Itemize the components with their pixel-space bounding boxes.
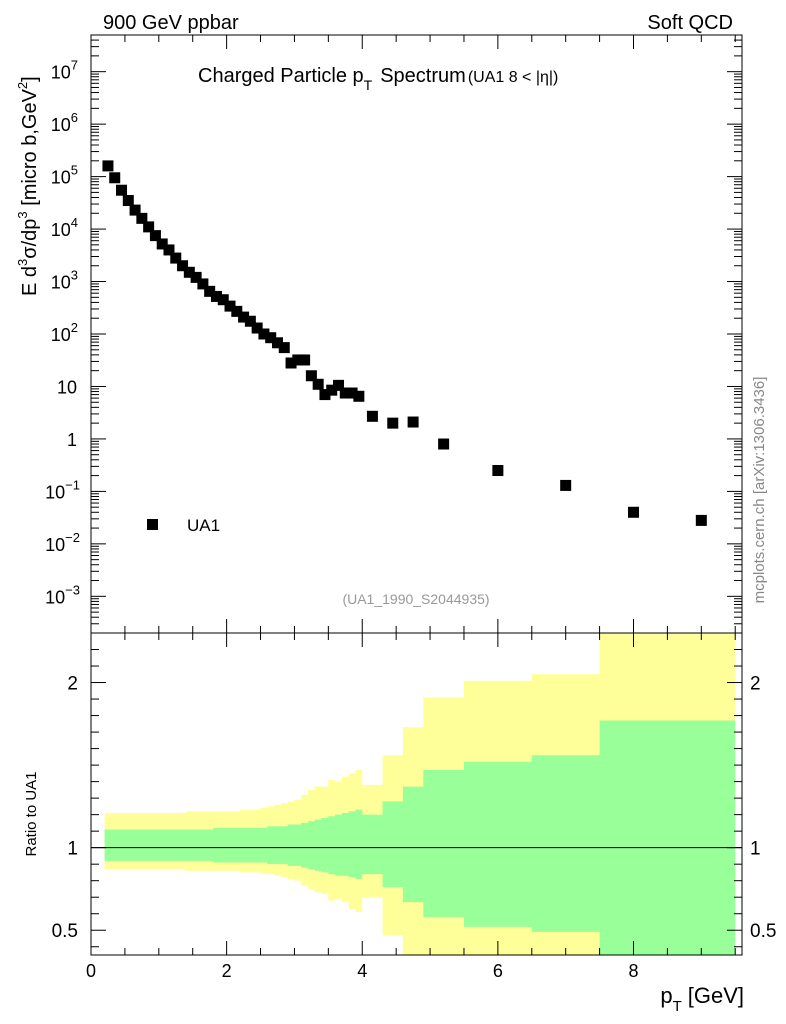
data-point (407, 416, 419, 428)
data-point (319, 389, 331, 401)
data-point (224, 300, 236, 312)
data-point (231, 305, 243, 317)
data-point (217, 294, 229, 306)
chart-title-word: Spectrum (380, 65, 466, 87)
main-y-axis: 10−3 10−2 10−1 1 10 102 103 104 105 106 107 (45, 34, 742, 634)
data-point (285, 357, 297, 369)
data-point (278, 342, 290, 354)
data-point (353, 390, 365, 402)
y-tick-label: 105 (51, 163, 78, 188)
ratio-tick-label-right: 2 (750, 674, 761, 695)
chart-title-main: Charged Particle p (198, 65, 364, 87)
data-point (177, 260, 189, 272)
side-source-label: mcplots.cern.ch [arXiv:1306.3436] (751, 377, 768, 604)
y-tick-label: 10−2 (45, 530, 80, 555)
data-point (387, 417, 399, 429)
data-point (438, 438, 450, 450)
data-point (305, 370, 317, 382)
legend-marker-ua1 (147, 519, 158, 530)
data-point (244, 315, 256, 327)
ratio-band-green (104, 720, 736, 955)
y-tick-label: 104 (51, 215, 78, 240)
chart-title-sub: T (364, 77, 373, 93)
x-tick-label: 2 (222, 961, 232, 981)
data-point (265, 332, 277, 344)
data-point (129, 204, 141, 216)
x-axis-label: pT [GeV] (660, 983, 744, 1015)
ratio-plot-frame (90, 632, 743, 956)
data-point (197, 278, 209, 290)
data-point (366, 410, 378, 422)
data-point (312, 378, 324, 390)
data-point (299, 354, 311, 366)
data-point (326, 384, 338, 396)
ratio-bands (104, 633, 736, 955)
header-left: 900 GeV ppbar (103, 12, 239, 34)
y-tick-label: 10 (57, 377, 77, 397)
data-point (204, 285, 216, 297)
x-tick-label: 0 (86, 961, 96, 981)
ua1-data-points (102, 160, 707, 526)
x-axis: 0 2 4 6 8 (86, 35, 736, 981)
main-plot-frame (90, 34, 743, 634)
data-point (122, 195, 134, 207)
ratio-tick-label-left: 1 (67, 839, 78, 860)
data-point (492, 465, 504, 477)
data-point (628, 506, 639, 518)
y-axis-label: E d3σ/dp3 [micro b,GeV2] (15, 76, 41, 296)
ratio-tick-label-left: 2 (67, 674, 78, 695)
x-tick-label: 8 (628, 961, 638, 981)
ratio-tick-label-left: 0.5 (52, 921, 78, 942)
ratio-tick-label-right: 0.5 (750, 921, 776, 942)
data-point (346, 387, 358, 399)
y-tick-label: 10−3 (45, 582, 80, 607)
chart-title: Charged Particle pT Spectrum (UA1 8 < |η|) (198, 65, 558, 93)
y-tick-label: 1 (67, 430, 77, 450)
ratio-tick-label-right: 1 (750, 839, 761, 860)
data-point (109, 172, 121, 184)
data-point (170, 252, 182, 264)
data-point (258, 328, 270, 340)
data-point (143, 221, 155, 233)
x-tick-label: 6 (493, 961, 503, 981)
x-tick-label: 4 (357, 961, 367, 981)
y-tick-label: 103 (51, 268, 78, 293)
data-point (560, 479, 572, 491)
data-point (136, 212, 148, 224)
legend-label-ua1: UA1 (187, 516, 220, 535)
data-point (149, 230, 161, 242)
data-point (251, 322, 263, 334)
analysis-id: (UA1_1990_S2044935) (342, 591, 489, 607)
data-point (210, 290, 222, 302)
data-point (190, 271, 202, 283)
chart-title-detail: (UA1 8 < |η|) (468, 69, 559, 86)
data-point (271, 337, 283, 349)
data-point (183, 266, 195, 278)
header-right: Soft QCD (647, 12, 733, 34)
y-tick-label: 106 (51, 110, 78, 135)
data-point (339, 387, 351, 399)
data-point (102, 160, 114, 172)
data-point (238, 311, 250, 323)
data-point (116, 184, 128, 196)
y-tick-label: 107 (51, 58, 78, 83)
data-point (163, 244, 175, 256)
data-point (333, 379, 345, 391)
data-point (292, 354, 304, 366)
y-tick-label: 10−1 (45, 477, 80, 502)
y-tick-label: 102 (51, 320, 78, 345)
data-point (156, 238, 168, 250)
data-point (695, 514, 707, 526)
ratio-y-axis-label: Ratio to UA1 (23, 771, 40, 856)
